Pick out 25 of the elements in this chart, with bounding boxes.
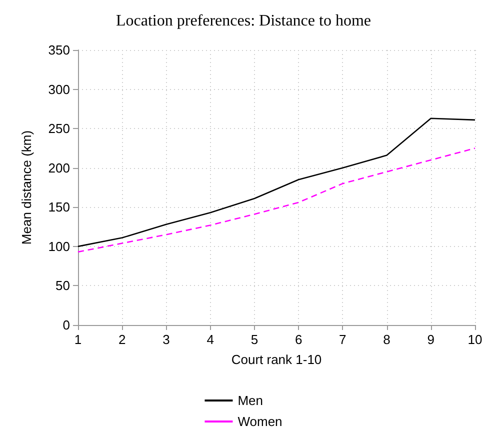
y-tick-label: 100 [48,238,70,254]
x-tick-label: 3 [162,332,170,347]
x-tick-label: 5 [250,332,258,347]
x-tick-label: 6 [294,332,302,347]
y-axis-title: Mean distance (km) [19,130,34,245]
x-tick-label: 8 [383,332,390,347]
x-tick-label: 2 [118,332,126,347]
y-tick-label: 50 [56,278,70,294]
x-axis-title: Court rank 1-10 [231,352,322,367]
legend-label: Women [238,414,282,429]
chart-title: Location preferences: Distance to home [116,12,371,30]
x-tick-label: 1 [74,332,82,347]
y-tick-label: 300 [48,82,70,97]
x-tick-label: 9 [427,332,435,347]
x-tick-label: 7 [339,332,346,347]
line-series [77,148,476,253]
x-tick-label: 10 [468,332,482,347]
x-tick-label: 4 [206,332,214,347]
y-tick-label: 150 [48,200,70,215]
line-series [77,118,476,248]
y-tick-label: 350 [48,42,70,58]
y-tick-label: 200 [48,160,70,176]
y-tick-label: 0 [62,318,70,332]
legend-label: Men [238,393,264,408]
y-tick-label: 250 [48,121,70,136]
